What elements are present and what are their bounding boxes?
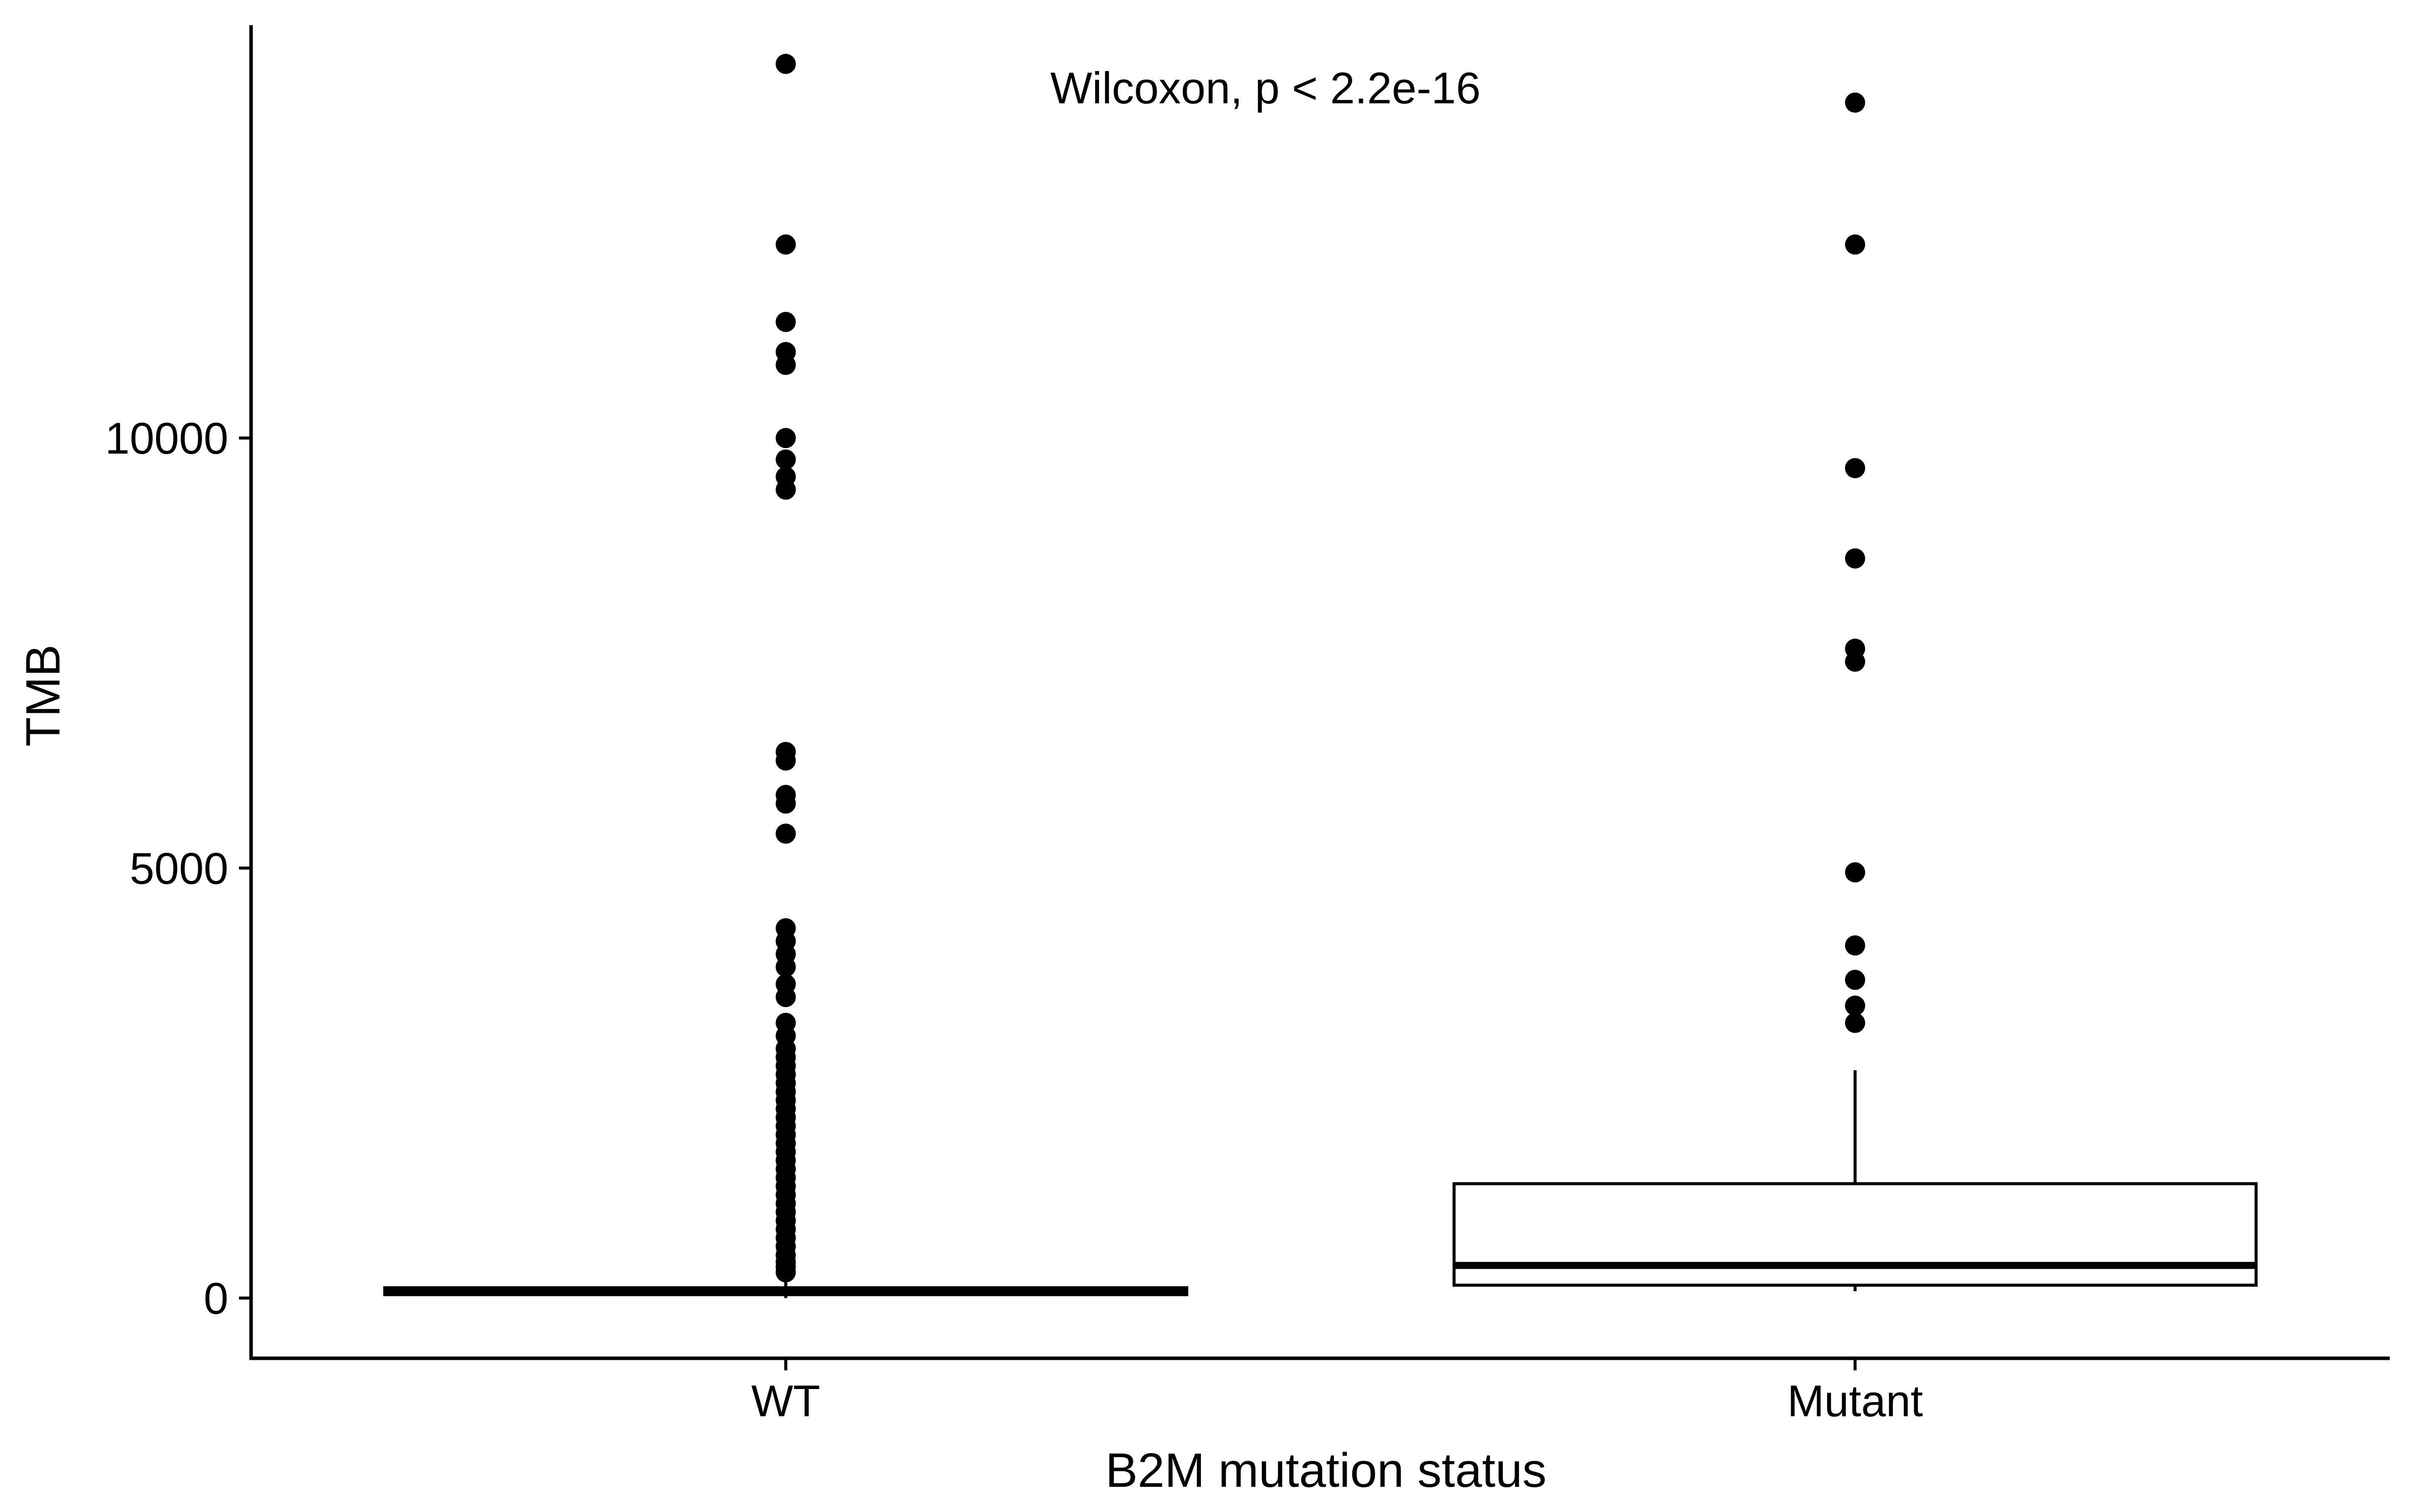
outlier-point	[1845, 548, 1865, 569]
box-group-mutant	[1453, 92, 2258, 1291]
outlier-point	[1845, 995, 1865, 1016]
outlier-point	[1845, 458, 1865, 478]
outlier-point	[775, 234, 796, 255]
outlier-point	[775, 1262, 796, 1283]
outlier-point	[1845, 970, 1865, 990]
x-axis-ticks: WT Mutant	[751, 1358, 1923, 1426]
iqr-box	[1453, 1182, 2258, 1287]
y-tick-label: 0	[204, 1274, 228, 1324]
wilcoxon-annotation: Wilcoxon, p < 2.2e-16	[1050, 63, 1481, 113]
outlier-point	[775, 793, 796, 814]
plot-area	[383, 53, 2258, 1298]
y-axis-title: TMB	[16, 645, 70, 747]
outlier-point	[775, 479, 796, 500]
outlier-point	[1845, 862, 1865, 883]
outlier-point	[775, 957, 796, 977]
outlier-point	[775, 987, 796, 1007]
outlier-point	[775, 750, 796, 771]
box-group-wt	[383, 53, 1188, 1298]
outlier-point	[775, 53, 796, 74]
outlier-point	[775, 355, 796, 375]
y-tick-label: 10000	[105, 413, 228, 463]
outlier-point	[775, 449, 796, 470]
outlier-point	[775, 824, 796, 844]
outlier-point	[1845, 234, 1865, 255]
outlier-point	[1845, 651, 1865, 672]
outlier-point	[1845, 92, 1865, 113]
x-tick-label: Mutant	[1787, 1376, 1923, 1426]
outlier-point	[1845, 1013, 1865, 1033]
outlier-point	[1845, 935, 1865, 956]
outlier-point	[775, 311, 796, 332]
outlier-point	[775, 428, 796, 449]
x-tick-label: WT	[751, 1376, 820, 1426]
y-tick-label: 5000	[130, 843, 228, 893]
x-axis-title: B2M mutation status	[1105, 1443, 1546, 1497]
y-axis-ticks: 0 5000 10000	[105, 413, 251, 1324]
